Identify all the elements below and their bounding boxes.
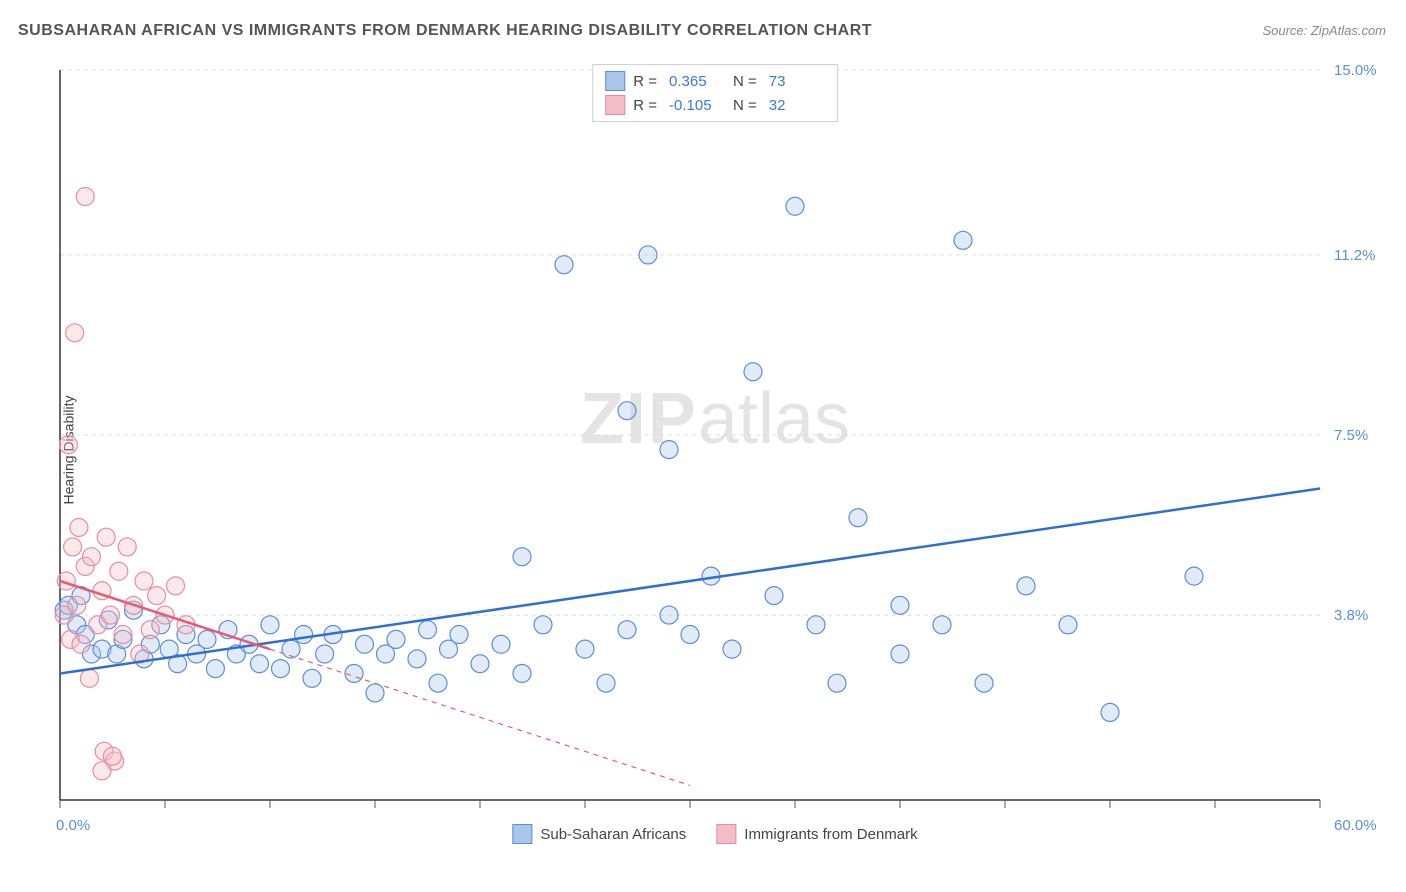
data-point [72,635,90,653]
legend-series-label: Immigrants from Denmark [744,826,917,843]
legend-r-label: R = [633,97,657,114]
data-point [975,674,993,692]
data-point [345,664,363,682]
data-point [954,231,972,249]
chart-container: Hearing Disability ZIPatlas 3.8%7.5%11.2… [50,60,1380,840]
x-min-label: 0.0% [56,817,90,834]
data-point [316,645,334,663]
data-point [59,436,77,454]
data-point [356,635,374,653]
legend-top-row: R = -0.105 N = 32 [605,93,825,117]
data-point [828,674,846,692]
data-point [83,548,101,566]
data-point [167,577,185,595]
data-point [576,640,594,658]
data-point [471,655,489,673]
legend-n-label: N = [733,97,757,114]
data-point [807,616,825,634]
data-point [261,616,279,634]
data-point [660,441,678,459]
legend-swatch [512,824,532,844]
data-point [68,596,86,614]
data-point [450,626,468,644]
scatter-chart: 3.8% 7.5% 11.2% 15.0% 0.0% 60.0% [50,60,1380,840]
legend-top: R = 0.365 N = 73 R = -0.105 N = 32 [592,64,838,122]
data-point [76,188,94,206]
data-point [534,616,552,634]
data-point [1059,616,1077,634]
data-point [891,596,909,614]
data-point [555,256,573,274]
data-point [148,587,166,605]
data-point [681,626,699,644]
data-point [408,650,426,668]
data-point [1185,567,1203,585]
data-point [387,630,405,648]
data-point [933,616,951,634]
data-point [1017,577,1035,595]
y-tick-label: 11.2% [1334,247,1375,264]
data-point [272,660,290,678]
legend-swatch [605,71,625,91]
x-max-label: 60.0% [1334,817,1377,834]
data-point [618,621,636,639]
data-point [849,509,867,527]
data-point [765,587,783,605]
data-point [618,402,636,420]
data-point [419,621,437,639]
data-point [786,197,804,215]
data-point [141,621,159,639]
data-point [891,645,909,663]
data-point [80,669,98,687]
data-point [429,674,447,692]
legend-bottom-item: Immigrants from Denmark [716,824,917,844]
data-point [66,324,84,342]
source-label: Source: ZipAtlas.com [1262,23,1386,38]
data-point [492,635,510,653]
trend-line [60,489,1320,674]
data-point [64,538,82,556]
data-point [198,630,216,648]
legend-r-label: R = [633,73,657,90]
data-point [513,548,531,566]
legend-swatch [716,824,736,844]
data-point [744,363,762,381]
data-point [597,674,615,692]
data-point [639,246,657,264]
y-tick-label: 3.8% [1334,607,1368,624]
legend-bottom: Sub-Saharan Africans Immigrants from Denm… [512,824,917,844]
data-point [723,640,741,658]
data-point [660,606,678,624]
data-point [110,562,128,580]
legend-r-value: -0.105 [669,97,725,114]
data-point [114,626,132,644]
legend-series-label: Sub-Saharan Africans [540,826,686,843]
y-tick-label: 15.0% [1334,62,1377,79]
legend-swatch [605,95,625,115]
data-point [135,572,153,590]
chart-title: SUBSAHARAN AFRICAN VS IMMIGRANTS FROM DE… [18,22,872,40]
legend-top-row: R = 0.365 N = 73 [605,69,825,93]
data-point [104,747,122,765]
data-point [206,660,224,678]
legend-bottom-item: Sub-Saharan Africans [512,824,686,844]
legend-n-label: N = [733,73,757,90]
data-point [70,518,88,536]
legend-n-value: 32 [769,97,825,114]
data-point [303,669,321,687]
y-tick-label: 7.5% [1334,427,1368,444]
legend-n-value: 73 [769,73,825,90]
data-point [101,606,119,624]
data-point [251,655,269,673]
data-point [97,528,115,546]
data-point [366,684,384,702]
data-point [118,538,136,556]
data-point [1101,703,1119,721]
data-point [513,664,531,682]
legend-r-value: 0.365 [669,73,725,90]
data-point [295,626,313,644]
